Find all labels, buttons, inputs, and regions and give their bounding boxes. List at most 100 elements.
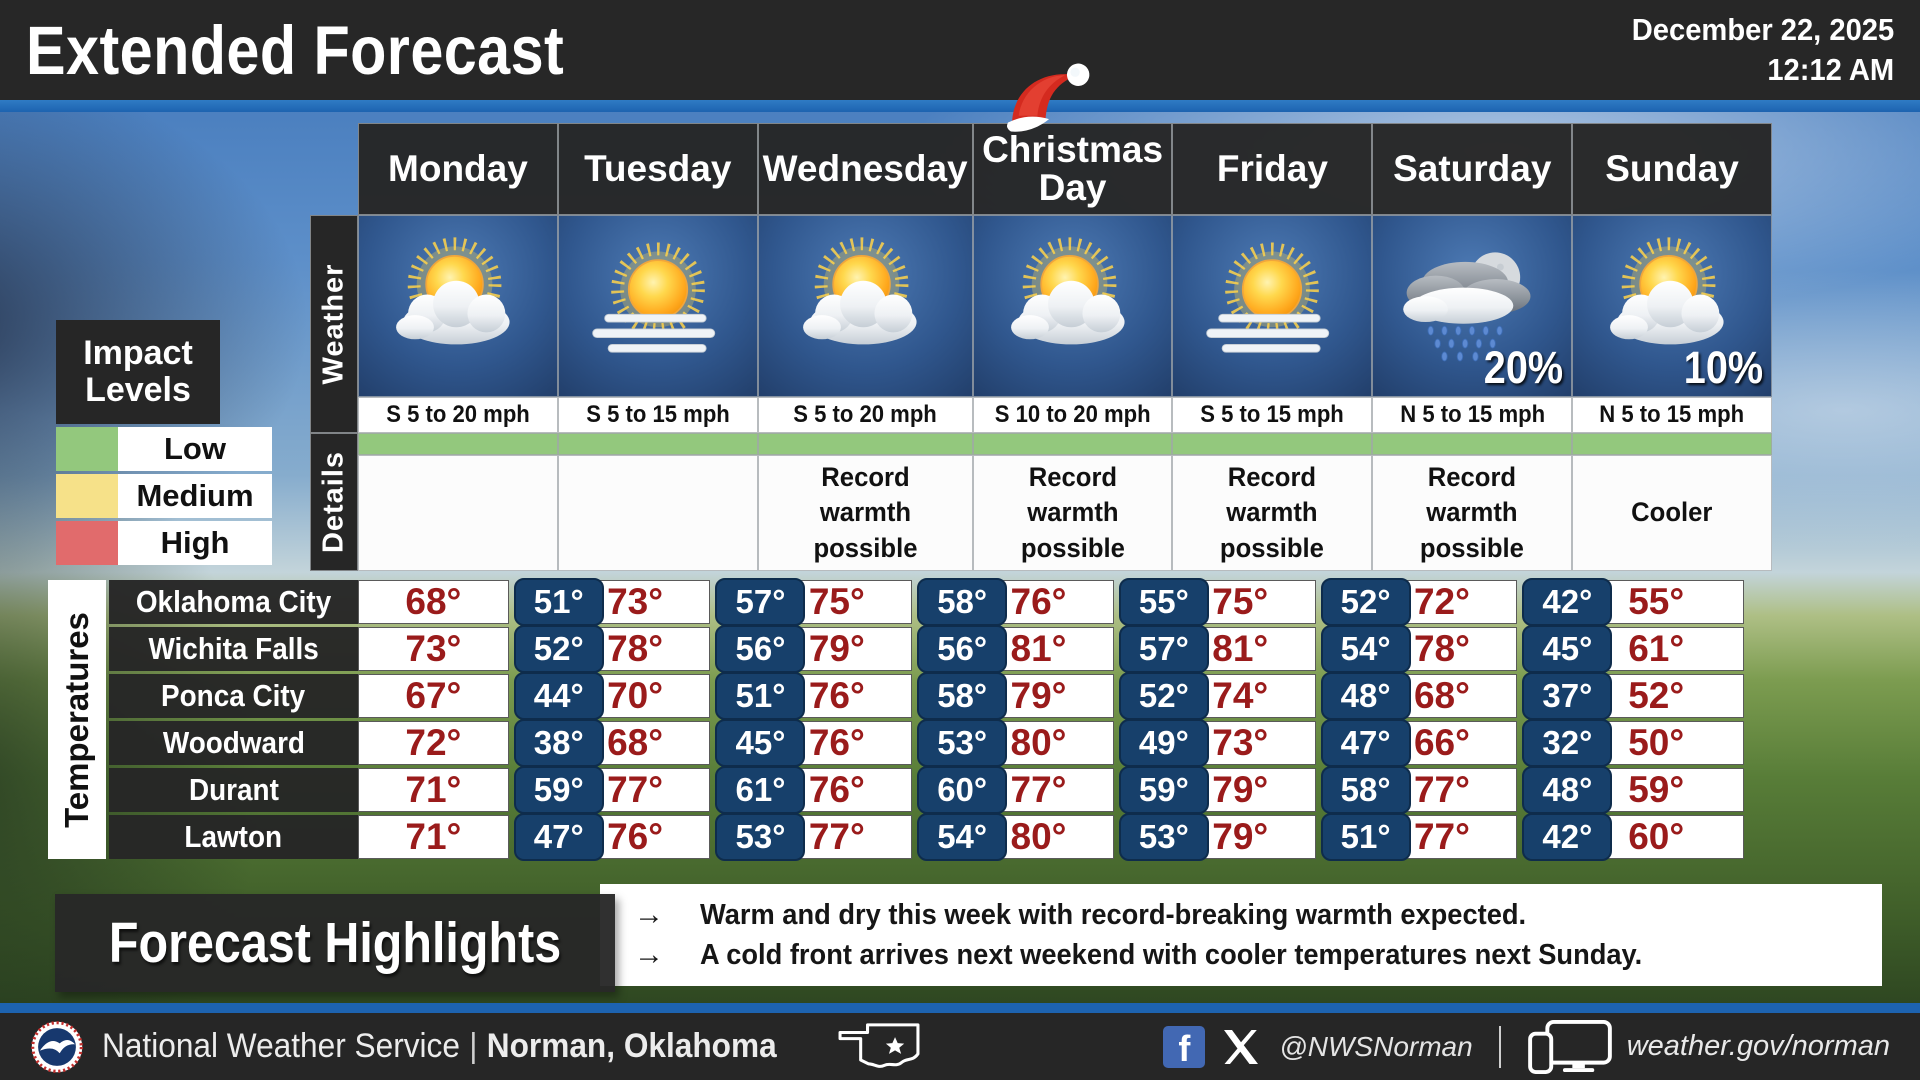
highlight-bullet: → A cold front arrives next weekend with … xyxy=(634,938,1848,972)
table-corner-spacer xyxy=(310,123,358,215)
low-temp: 52° xyxy=(513,625,604,673)
impact-legend-rows: Low Medium High xyxy=(56,427,272,565)
day-name: Tuesday xyxy=(584,147,732,189)
temperature-row: Durant 71° 59° 77° 61° 76° 60° 77° 59° 79° 58° 77° 4… xyxy=(48,766,1814,814)
header-date: December 22, 2025 xyxy=(1631,11,1894,47)
arrow-bullet-icon: → xyxy=(634,898,664,931)
details-cell: Record warmth possible xyxy=(1172,455,1373,571)
hazy-sun-icon xyxy=(572,228,744,385)
oklahoma-state-icon xyxy=(839,1022,920,1068)
footer-agency: National Weather Service xyxy=(102,1027,460,1065)
wind-text: N 5 to 15 mph xyxy=(1599,401,1745,428)
low-temp: 42° xyxy=(1522,813,1613,861)
low-temp: 42° xyxy=(1522,578,1613,626)
highlight-bullet: → Warm and dry this week with record-brea… xyxy=(634,898,1848,932)
temperature-cells: 68° 51° 73° 57° 75° 58° 76° 55° 75° 52° 72° 42° 55° xyxy=(358,578,1770,626)
impact-cell-low xyxy=(1572,433,1772,455)
details-text: Record warmth possible xyxy=(1220,462,1325,563)
partly-cloudy-icon xyxy=(1586,228,1758,385)
wind-cell: N 5 to 15 mph xyxy=(1572,397,1772,433)
details-row-label-text: Details xyxy=(317,450,350,554)
day-header-monday: Monday xyxy=(358,123,558,215)
wind-text: S 5 to 15 mph xyxy=(1200,401,1345,428)
precip-chance: 20% xyxy=(1483,342,1564,393)
low-temp: 54° xyxy=(1320,625,1411,673)
impact-cell-low xyxy=(972,433,1173,455)
low-temp: 53° xyxy=(917,719,1008,767)
temperature-cells: 67° 44° 70° 51° 76° 58° 79° 52° 74° 48° 68° 37° 52° xyxy=(358,672,1770,720)
low-temp: 61° xyxy=(715,766,806,814)
impact-level-label: Medium xyxy=(118,474,272,518)
low-temp: 56° xyxy=(917,625,1008,673)
hazy-sun-icon xyxy=(1186,228,1358,385)
page-title: Extended Forecast xyxy=(26,11,565,89)
high-temp: 71° xyxy=(358,815,509,859)
impact-level-label: High xyxy=(118,521,272,565)
low-temp: 47° xyxy=(1320,719,1411,767)
temperature-cells: 73° 52° 78° 56° 79° 56° 81° 57° 81° 54° 78° 45° 61° xyxy=(358,625,1770,673)
day-temperature: 80° 49° xyxy=(963,719,1209,767)
high-temp: 71° xyxy=(358,768,509,812)
low-temp: 49° xyxy=(1118,719,1209,767)
footer-divider xyxy=(1498,1025,1501,1068)
day-temperature: 71° 47° xyxy=(358,813,604,861)
day-name: Friday xyxy=(1216,147,1328,189)
low-temp: 51° xyxy=(1320,813,1411,861)
low-temp: 51° xyxy=(513,578,604,626)
day-temperature: 76° 55° xyxy=(963,578,1209,626)
wind-text: S 5 to 20 mph xyxy=(793,401,937,428)
low-temp: 38° xyxy=(513,719,604,767)
details-cell xyxy=(557,455,758,571)
weather-cell-friday xyxy=(1172,215,1373,397)
low-temp: 47° xyxy=(513,813,604,861)
low-temp: 55° xyxy=(1118,578,1209,626)
temperature-cells: 72° 38° 68° 45° 76° 53° 80° 49° 73° 47° 66° 32° 50° xyxy=(358,719,1770,767)
low-temp: 48° xyxy=(1522,766,1613,814)
city-name: Woodward xyxy=(162,725,305,760)
nws-logo xyxy=(31,1020,83,1073)
low-temp: 53° xyxy=(715,813,806,861)
city-label: Wichita Falls xyxy=(109,627,358,671)
low-temp: 59° xyxy=(1118,766,1209,814)
high-temp: 73° xyxy=(358,627,509,671)
low-temp: 52° xyxy=(1118,672,1209,720)
high-temp: 80° xyxy=(963,721,1114,765)
day-header-sunday: Sunday xyxy=(1572,123,1772,215)
details-text: Record warmth possible xyxy=(1020,462,1125,563)
facebook-icon: f xyxy=(1163,1025,1206,1068)
details-row-label: Details xyxy=(310,433,358,571)
temperature-cells: 71° 47° 76° 53° 77° 54° 80° 53° 79° 51° 77° 42° 60° xyxy=(358,813,1770,861)
weather-cell-sunday: 10% xyxy=(1572,215,1772,397)
day-name: Sunday xyxy=(1605,147,1739,189)
footer: National Weather Service | Norman, Oklahom… xyxy=(0,1013,1920,1080)
day-temperature: 73° 52° xyxy=(358,625,604,673)
temperature-row: Lawton 71° 47° 76° 53° 77° 54° 80° 53° 79° 51° 77° 4… xyxy=(48,813,1814,861)
weather-row-label: Weather xyxy=(310,215,358,433)
wind-text: N 5 to 15 mph xyxy=(1399,401,1545,428)
low-temp: 45° xyxy=(715,719,806,767)
impact-level-label: Low xyxy=(118,427,272,471)
day-name: Monday xyxy=(388,147,528,189)
weather-cell-saturday: 20% xyxy=(1372,215,1573,397)
day-header-friday: Friday xyxy=(1172,123,1373,215)
high-impact-swatch xyxy=(56,521,118,565)
impact-cell-low xyxy=(358,433,558,455)
low-temp: 56° xyxy=(715,625,806,673)
partly-cloudy-icon xyxy=(779,228,951,385)
wind-cell: N 5 to 15 mph xyxy=(1372,397,1573,433)
santa-hat-icon xyxy=(995,60,1107,144)
wind-cell: S 5 to 20 mph xyxy=(757,397,973,433)
day-temperature: 71° 59° xyxy=(358,766,604,814)
wind-cell: S 10 to 20 mph xyxy=(972,397,1173,433)
details-cell: Record warmth possible xyxy=(1372,455,1573,571)
header-datetime: December 22, 2025 12:12 AM xyxy=(1632,10,1894,91)
high-temp: 72° xyxy=(358,721,509,765)
impact-level-row: Medium xyxy=(56,474,272,518)
low-temp: 32° xyxy=(1522,719,1613,767)
day-name: Wednesday xyxy=(762,147,968,189)
temperature-row: Wichita Falls 73° 52° 78° 56° 79° 56° 81° 57° 81°… xyxy=(48,625,1814,673)
details-cell: Cooler xyxy=(1572,455,1772,571)
footer-title: National Weather Service | Norman, Oklahom… xyxy=(102,1027,777,1066)
forecast-highlights-title-box: Forecast Highlights xyxy=(55,894,615,992)
